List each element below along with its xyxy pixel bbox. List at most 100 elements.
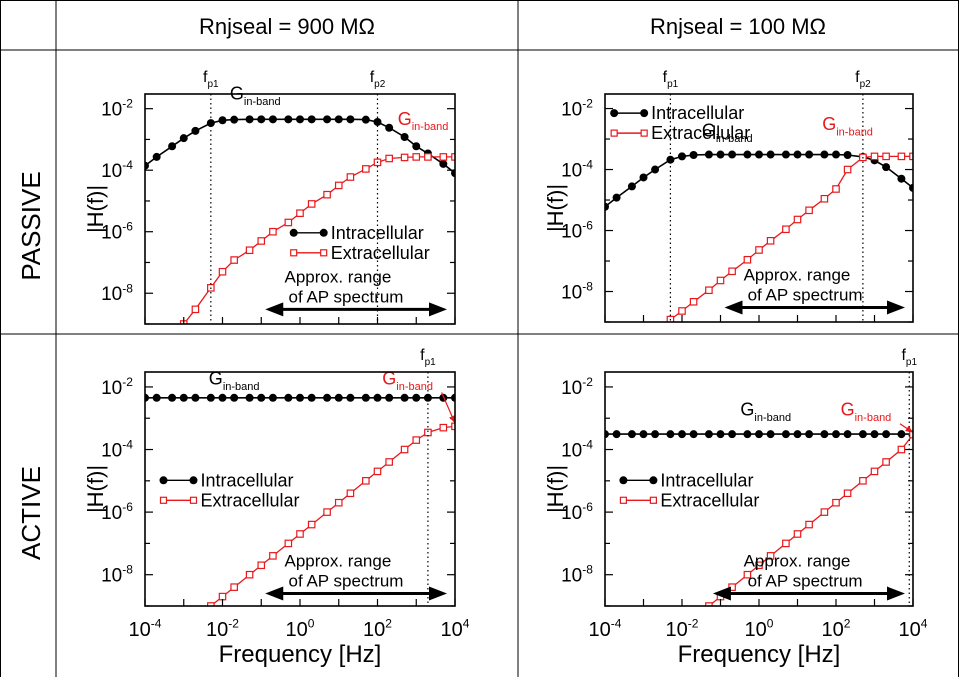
extracellular-point xyxy=(755,246,763,254)
intracellular-point xyxy=(451,169,455,178)
range-arrow-head-right xyxy=(887,586,905,601)
intracellular-point xyxy=(639,430,648,439)
intracellular-point xyxy=(728,430,737,439)
x-axis-label: Frequency [Hz] xyxy=(219,641,382,668)
extracellular-point xyxy=(334,498,343,507)
intracellular-point xyxy=(678,430,686,439)
extracellular-point xyxy=(820,194,829,203)
legend-marker xyxy=(619,476,628,485)
legend-marker xyxy=(159,496,168,504)
extracellular-point xyxy=(870,467,879,476)
intracellular-point xyxy=(882,430,891,439)
vline-label-p2: fp2 xyxy=(855,69,871,90)
extracellular-point xyxy=(820,508,829,516)
legend-marker xyxy=(290,249,298,257)
extracellular-point xyxy=(269,227,277,236)
extracellular-point xyxy=(346,173,355,181)
y-tick-label: 10-8 xyxy=(101,563,133,587)
extracellular-point xyxy=(296,530,304,538)
gain-label-intracellular: Gin-band xyxy=(702,121,753,145)
intracellular-point xyxy=(145,161,149,170)
intracellular-point xyxy=(284,115,293,124)
intracellular-point xyxy=(843,430,852,439)
intracellular-point xyxy=(245,393,254,402)
intracellular-point xyxy=(296,393,304,402)
y-axis-label: |H(f)| xyxy=(83,465,108,513)
intracellular-point xyxy=(832,430,840,439)
vline-label-p1: fp1 xyxy=(901,347,917,368)
intracellular-point xyxy=(307,115,316,124)
x-tick-label: 10-2 xyxy=(666,617,699,641)
legend-marker xyxy=(189,496,198,504)
gain-label-intracellular: Gin-band xyxy=(230,83,281,107)
intracellular-point xyxy=(897,430,906,439)
intracellular-point xyxy=(152,152,161,161)
intracellular-point xyxy=(678,152,686,161)
intracellular-point xyxy=(296,115,304,124)
extracellular-point xyxy=(424,428,432,437)
y-tick-label: 10-4 xyxy=(561,438,593,462)
intracellular-point xyxy=(268,393,277,402)
extracellular-point xyxy=(843,489,852,498)
intracellular-point xyxy=(832,150,840,159)
intracellular-point xyxy=(716,150,725,159)
intracellular-point xyxy=(423,393,432,402)
extracellular-point xyxy=(424,153,432,161)
range-label-line2: of AP spectrum xyxy=(289,572,404,591)
intracellular-point xyxy=(346,393,355,402)
vline-label-p1: fp1 xyxy=(420,347,436,368)
intracellular-point xyxy=(743,150,752,159)
intracellular-point xyxy=(704,430,713,439)
intracellular-point xyxy=(612,430,621,439)
extracellular-point xyxy=(832,185,840,193)
intracellular-point xyxy=(627,182,636,191)
intracellular-point xyxy=(385,393,394,402)
extracellular-point xyxy=(882,458,890,466)
intracellular-point xyxy=(666,430,675,439)
legend-label-extracellular: Extracellular xyxy=(201,490,300,510)
extracellular-point xyxy=(439,153,448,161)
panel-passive-900: 10-2 10-4 10-6 10-8 |H(f)| fp1 fp2 Intracellula… xyxy=(83,69,456,325)
intracellular-point xyxy=(191,393,200,402)
extracellular-point xyxy=(269,552,277,560)
extracellular-point xyxy=(230,256,238,264)
intracellular-point xyxy=(627,430,636,439)
vline-label-p1: fp1 xyxy=(203,69,219,90)
intracellular-point xyxy=(605,430,609,439)
legend-marker xyxy=(649,496,658,504)
extracellular-point xyxy=(362,477,370,485)
intracellular-point xyxy=(689,150,698,159)
intracellular-point xyxy=(400,393,409,402)
gain-label-intracellular: Gin-band xyxy=(209,368,260,392)
intracellular-point xyxy=(230,115,239,124)
plot-frame xyxy=(604,93,914,323)
intracellular-point xyxy=(346,115,355,124)
extracellular-point xyxy=(832,498,840,507)
intracellular-point xyxy=(307,393,316,402)
y-tick-label: 10-8 xyxy=(101,281,133,305)
x-tick-label: 100 xyxy=(286,617,315,641)
plot-frame xyxy=(144,93,456,325)
extracellular-point xyxy=(805,206,813,215)
intracellular-point xyxy=(145,393,149,402)
intracellular-point xyxy=(179,393,188,402)
extracellular-point xyxy=(755,561,763,570)
panel-active-900: 10-4 10-2 100 102 104 10-2 10-4 10-6 10-8 |H(f)| F… xyxy=(83,347,470,668)
panel-active-100: 10-4 10-2 100 102 104 10-2 10-4 10-6 10-8 |H(f)| F… xyxy=(543,347,928,668)
extracellular-point xyxy=(439,423,448,432)
extracellular-point xyxy=(782,225,790,234)
intracellular-point xyxy=(793,430,802,439)
extracellular-point xyxy=(362,165,370,173)
intracellular-point xyxy=(168,393,177,402)
intracellular-line xyxy=(605,153,913,208)
row-header-passive: PASSIVE xyxy=(16,171,46,280)
y-tick-label: 10-2 xyxy=(101,375,133,399)
intracellular-point xyxy=(716,430,725,439)
legend-marker xyxy=(319,228,328,237)
range-arrow-head-right xyxy=(429,302,447,317)
intracellular-point xyxy=(909,183,913,192)
intracellular-point xyxy=(152,393,161,402)
intracellular-point xyxy=(651,430,660,439)
range-label-line1: Approx. range xyxy=(744,265,851,284)
